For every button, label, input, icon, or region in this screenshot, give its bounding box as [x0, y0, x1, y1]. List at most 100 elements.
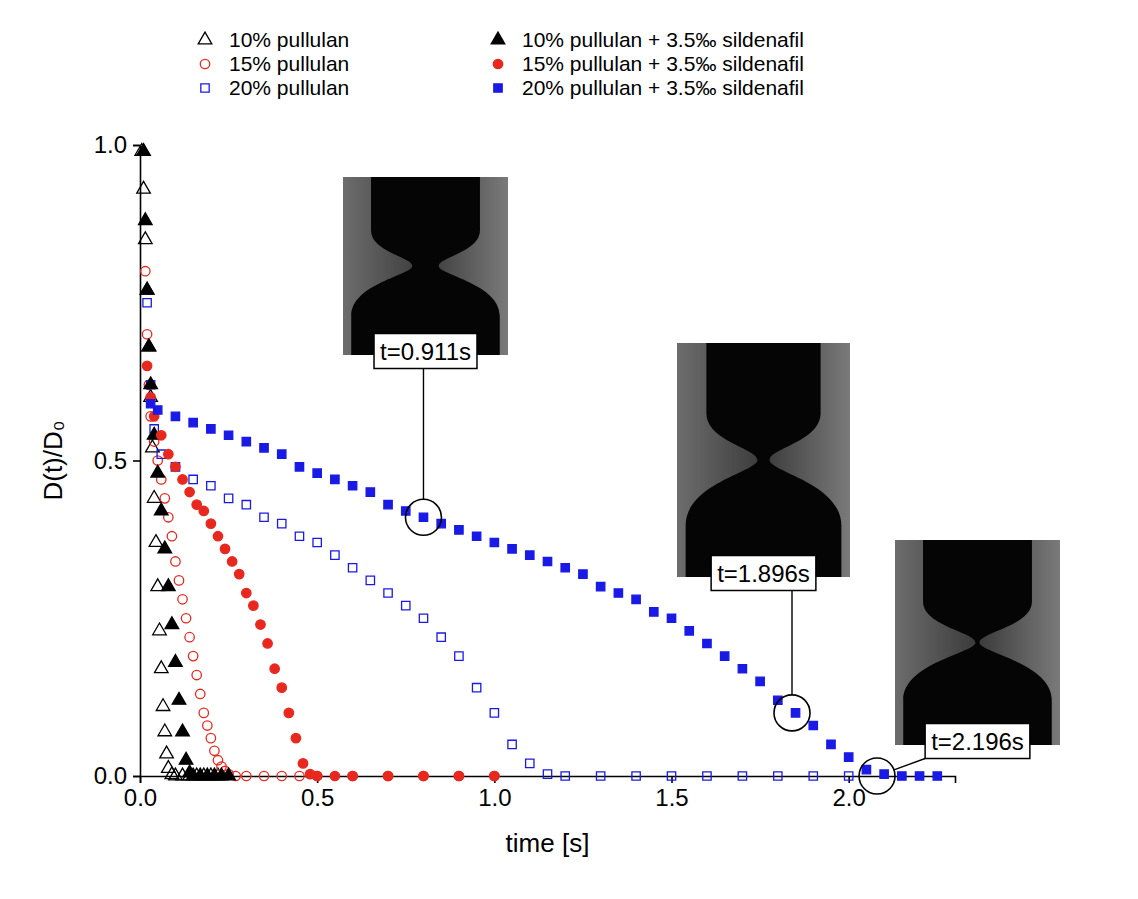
data-point	[312, 771, 321, 780]
tick-label: 1.0	[94, 131, 127, 158]
data-point	[147, 491, 161, 503]
leader-line	[894, 759, 925, 770]
annotation-label: t=2.196s	[931, 728, 1024, 755]
data-point	[142, 339, 156, 351]
data-point	[508, 545, 516, 553]
data-point	[189, 475, 197, 483]
data-point	[206, 733, 215, 742]
data-point	[140, 282, 154, 294]
data-point	[298, 759, 307, 768]
annotation-box	[711, 556, 816, 591]
data-point	[171, 557, 180, 566]
data-point	[207, 425, 215, 433]
data-point	[171, 463, 179, 471]
annotation-box	[925, 724, 1030, 759]
data-point	[270, 664, 279, 673]
data-point	[933, 772, 941, 780]
data-point	[242, 437, 250, 445]
data-point	[331, 551, 339, 559]
tick-label: 0.0	[124, 784, 157, 811]
data-point	[158, 724, 172, 736]
data-point	[185, 632, 194, 641]
annotation-circle	[774, 695, 810, 731]
data-point	[192, 670, 201, 679]
data-point	[419, 771, 428, 780]
data-point	[455, 526, 463, 534]
data-point	[149, 535, 163, 547]
data-point	[169, 655, 183, 667]
data-point	[157, 431, 166, 440]
legend-item: 20% pullulan	[201, 76, 349, 99]
data-point	[154, 503, 168, 515]
data-point	[650, 608, 658, 616]
data-point	[756, 677, 764, 685]
data-point	[366, 576, 374, 584]
data-point	[278, 519, 286, 527]
data-point	[137, 143, 151, 155]
legend-label: 20% pullulan + 3.5‰ sildenafil	[522, 76, 804, 99]
data-point	[632, 595, 640, 603]
legend-marker	[201, 84, 209, 92]
inset-filament	[903, 540, 1052, 745]
leader-line	[791, 591, 792, 695]
data-point	[383, 771, 392, 780]
data-point	[139, 232, 153, 244]
data-point	[154, 661, 168, 673]
tick-label: 1.0	[478, 784, 511, 811]
data-point	[278, 450, 286, 458]
legend-label: 15% pullulan + 3.5‰ sildenafil	[522, 52, 804, 75]
data-point	[140, 282, 154, 294]
data-point	[167, 532, 176, 541]
data-point	[185, 487, 194, 496]
legend-item: 10% pullulan	[198, 28, 349, 51]
data-point	[196, 689, 205, 698]
data-point	[738, 665, 746, 673]
tick-label: 0.5	[301, 784, 334, 811]
data-point	[331, 475, 339, 483]
legend-marker	[198, 32, 212, 44]
data-point	[207, 482, 215, 490]
inset-photo	[895, 540, 1060, 745]
data-point	[141, 266, 150, 275]
data-point	[162, 579, 176, 591]
data-point	[774, 696, 782, 704]
data-point	[260, 444, 268, 452]
data-point	[348, 771, 357, 780]
tick: 1.0	[94, 131, 140, 158]
legend-label: 20% pullulan	[229, 76, 349, 99]
data-point	[165, 617, 179, 629]
annotation-label: t=1.896s	[717, 560, 810, 587]
data-point	[348, 564, 356, 572]
data-point	[142, 339, 156, 351]
data-point	[561, 564, 569, 572]
data-point	[189, 418, 197, 426]
data-point	[188, 651, 197, 660]
tick-mark	[848, 776, 850, 783]
x-axis: 0.0 0.5 1.0 1.5 2.0	[124, 776, 956, 811]
tick-label: 2.0	[833, 784, 866, 811]
data-point	[419, 513, 427, 521]
legend-item: 15% pullulan	[200, 52, 349, 75]
data-point	[160, 494, 169, 503]
data-point	[738, 772, 746, 780]
y-axis: 0.00.51.0	[94, 131, 141, 789]
data-point	[384, 500, 392, 508]
inset-filament	[351, 177, 500, 355]
y-axis-title: D(t)/D₀	[38, 420, 68, 500]
data-point	[139, 213, 153, 225]
data-point	[862, 766, 870, 774]
series	[135, 143, 225, 779]
series	[141, 266, 499, 780]
data-point	[472, 532, 480, 540]
data-point	[596, 772, 604, 780]
data-point	[234, 569, 243, 578]
data-point	[154, 406, 162, 414]
tick: 2.0	[833, 776, 866, 811]
data-point	[242, 771, 251, 780]
data-point	[210, 746, 219, 755]
tick: 1.5	[655, 776, 688, 811]
data-point	[174, 576, 183, 585]
data-point	[169, 768, 183, 780]
data-point	[181, 614, 190, 623]
tick-mark	[133, 145, 140, 147]
